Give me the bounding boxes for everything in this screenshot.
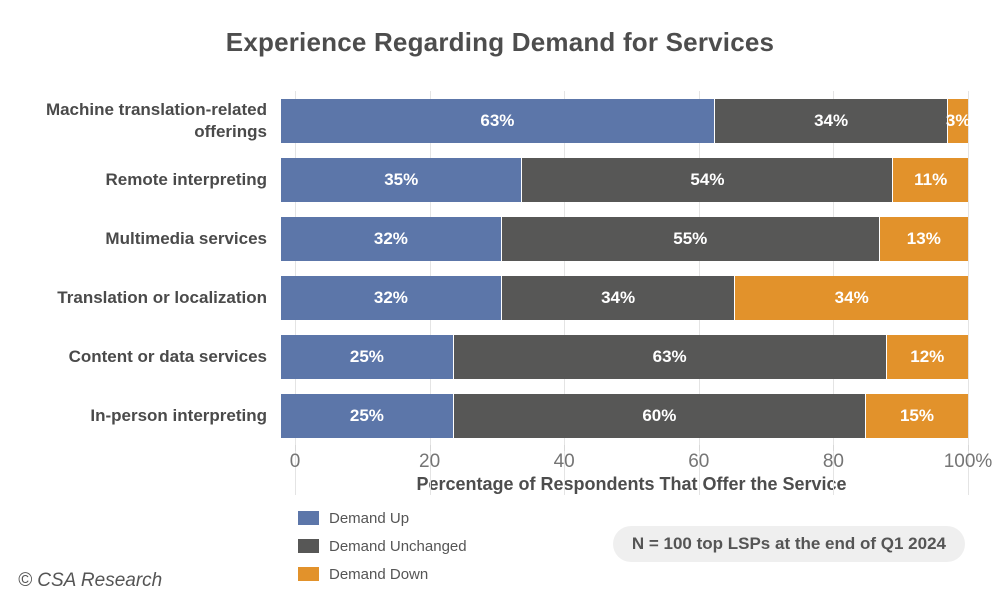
bar-value-label: 60%	[642, 405, 677, 425]
legend-label: Demand Unchanged	[329, 537, 467, 555]
bar-segment-demand-up: 25%	[281, 334, 453, 379]
legend-label: Demand Up	[329, 509, 410, 527]
axis-tick	[968, 445, 969, 451]
bar-value-label: 55%	[673, 228, 708, 248]
bar-value-label: 11%	[914, 169, 948, 189]
axis-tick	[429, 445, 431, 451]
legend-swatch-demand-down	[298, 567, 319, 581]
bar-value-label: 34%	[601, 287, 636, 307]
axis-tick-label: 60	[688, 451, 710, 472]
axis-tick	[564, 445, 566, 451]
chart-row: Translation or localization 32% 34% 34%	[0, 268, 1000, 327]
bar-segment-demand-down: 34%	[734, 275, 968, 320]
bar-segment-demand-down: 15%	[864, 393, 968, 438]
bar-value-label: 3%	[945, 110, 971, 130]
axis-tick-label: 20	[419, 451, 441, 472]
bar-value-label: 63%	[652, 346, 687, 366]
bar-value-label: 32%	[373, 228, 408, 248]
bar-chart: Machine translation-related offerings 63%…	[0, 91, 1000, 495]
category-label: Content or data services	[68, 346, 267, 366]
bar-segment-demand-up: 32%	[281, 275, 501, 320]
copyright-text: © CSA Research	[18, 570, 163, 591]
bar-segment-demand-up: 63%	[281, 98, 714, 143]
chart-row: Multimedia services 32% 55% 13%	[0, 209, 1000, 268]
axis-tick-label: 40	[553, 451, 575, 472]
axis-tick	[698, 445, 700, 451]
bar-segment-demand-up: 35%	[281, 157, 522, 202]
axis-tick-label: 80	[822, 451, 844, 472]
chart-title: Experience Regarding Demand for Services	[225, 27, 775, 57]
bar-track: 25% 60% 15%	[281, 393, 968, 438]
bar-value-label: 12%	[910, 346, 945, 366]
bar-segment-demand-unchanged: 54%	[521, 157, 893, 202]
bar-segment-demand-unchanged: 34%	[500, 275, 735, 320]
bar-segment-demand-unchanged: 34%	[713, 98, 948, 143]
bar-value-label: 54%	[690, 169, 725, 189]
axis-tick-label: 100%	[943, 451, 993, 472]
bar-value-label: 25%	[349, 405, 384, 425]
category-label: Machine translation-related offerings	[45, 100, 267, 141]
bar-track: 32% 55% 13%	[281, 216, 968, 261]
chart-row: Remote interpreting 35% 54% 11%	[0, 150, 1000, 209]
chart-footer-area: Demand Up Demand Unchanged Demand Down N =…	[298, 504, 1000, 596]
sample-note-badge: N = 100 top LSPs at the end of Q1 2024	[612, 526, 965, 562]
bar-segment-demand-up: 32%	[281, 216, 501, 261]
chart-row: In-person interpreting 25% 60% 15%	[0, 386, 1000, 445]
legend-item-demand-up: Demand Up	[298, 504, 1000, 532]
legend-item-demand-down: Demand Down	[298, 560, 1000, 588]
bar-value-label: 32%	[373, 287, 408, 307]
chart-rows: Machine translation-related offerings 63%…	[0, 91, 1000, 445]
category-label: In-person interpreting	[90, 405, 267, 425]
x-axis-label: Percentage of Respondents That Offer the…	[416, 474, 847, 494]
category-label: Translation or localization	[57, 287, 267, 307]
bar-track: 63% 34% 3%	[281, 98, 971, 143]
bar-segment-demand-down: 12%	[885, 334, 968, 379]
bar-track: 32% 34% 34%	[281, 275, 968, 320]
bar-value-label: 34%	[814, 110, 849, 130]
bar-segment-demand-up: 25%	[281, 393, 453, 438]
gridline	[968, 91, 969, 495]
chart-row: Content or data services 25% 63% 12%	[0, 327, 1000, 386]
legend: Demand Up Demand Unchanged Demand Down	[298, 504, 1000, 588]
bar-track: 25% 63% 12%	[281, 334, 968, 379]
chart-row: Machine translation-related offerings 63%…	[0, 91, 1000, 150]
bar-segment-demand-unchanged: 55%	[500, 216, 879, 261]
axis-tick	[833, 445, 835, 451]
x-axis: 0 20 40 60 80 100%	[290, 445, 992, 472]
bar-segment-demand-down: 11%	[892, 157, 968, 202]
bar-segment-demand-down: 13%	[878, 216, 968, 261]
bar-value-label: 35%	[384, 169, 419, 189]
bar-segment-demand-down: 3%	[945, 98, 971, 143]
legend-swatch-demand-unchanged	[298, 539, 319, 553]
bar-segment-demand-unchanged: 60%	[452, 393, 865, 438]
legend-item-demand-unchanged: Demand Unchanged	[298, 532, 1000, 560]
category-label: Remote interpreting	[105, 169, 267, 189]
bar-value-label: 13%	[906, 228, 941, 248]
bar-value-label: 25%	[349, 346, 384, 366]
bar-track: 35% 54% 11%	[281, 157, 968, 202]
legend-label: Demand Down	[329, 565, 429, 583]
category-label: Multimedia services	[105, 228, 267, 248]
bar-value-label: 63%	[480, 110, 515, 130]
legend-swatch-demand-up	[298, 511, 319, 525]
axis-tick-label: 0	[289, 451, 301, 472]
bar-segment-demand-unchanged: 63%	[452, 334, 886, 379]
axis-tick	[295, 445, 296, 451]
bar-value-label: 15%	[899, 405, 934, 425]
bar-value-label: 34%	[834, 287, 869, 307]
